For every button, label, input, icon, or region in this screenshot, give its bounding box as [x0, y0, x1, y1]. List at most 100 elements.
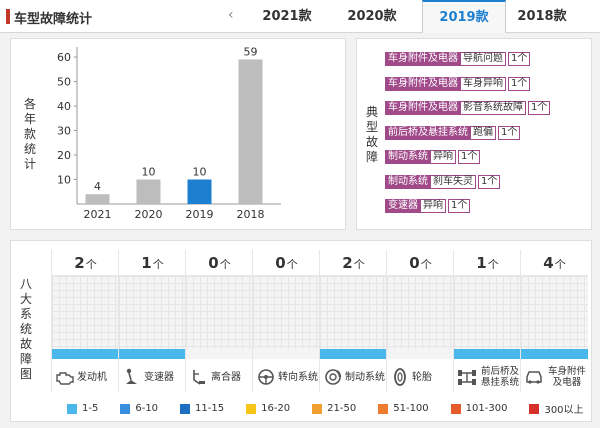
system-level-bar: [253, 349, 320, 359]
fault-item-tag: 跑偏: [471, 125, 496, 140]
system-level-bar: [320, 349, 387, 359]
legend-swatch: [246, 403, 257, 414]
legend-item: 300以上: [529, 401, 584, 416]
system-column[interactable]: 1个前后桥及悬挂系统: [453, 250, 521, 392]
legend-item: 51-100: [378, 403, 429, 414]
system-count: 1个: [454, 250, 521, 276]
header-bar: 车型故障统计 ‹ 2021款 2020款 2019款 2018款: [0, 0, 600, 33]
system-level-bar: [186, 349, 253, 359]
year-stats-panel: 各年款统计 10 20 30 40 50 60 4 2021 10 2020 10 2019 59 201…: [10, 38, 346, 230]
system-column[interactable]: 0个转向系统: [252, 250, 320, 392]
system-name: 转向系统: [278, 371, 318, 383]
legend-label: 11-15: [195, 403, 225, 414]
legend-item: 16-20: [246, 403, 290, 414]
legend-item: 1-5: [67, 403, 98, 414]
system-column[interactable]: 2个发动机: [51, 250, 119, 392]
legend-item: 101-300: [450, 403, 507, 414]
system-count-unit: 个: [152, 258, 164, 271]
system-count-unit: 个: [219, 258, 231, 271]
legend-label: 6-10: [135, 403, 159, 414]
system-name: 前后桥及悬挂系统: [480, 366, 519, 388]
system-count-value: 1: [476, 254, 487, 272]
system-column[interactable]: 4个 车身附件及电器: [520, 250, 588, 392]
tire-icon: [390, 367, 410, 387]
system-level-bar: [454, 349, 521, 359]
legend-item: 11-15: [180, 403, 224, 414]
fault-category-tag: 车身附件及电器: [385, 52, 461, 66]
system-label-row: 变速器: [119, 362, 186, 392]
car-body-icon: [524, 367, 544, 387]
fault-count-tag: 1个: [528, 101, 551, 115]
tab-2018[interactable]: 2018款: [517, 9, 567, 24]
legend-label: 1-5: [82, 403, 99, 414]
fault-category-tag: 制动系统: [385, 174, 431, 189]
system-count-unit: 个: [487, 258, 499, 271]
systems-panel: 八大系统故障图 2个 发动机 1个 变速器 0个 离合器 0个 转向系统 2个 制动系统 0个 轮胎 1…: [10, 240, 592, 422]
system-label-row: 前后桥及悬挂系统: [454, 362, 521, 392]
bar-value-label: 10: [142, 166, 156, 179]
system-label-row: 发动机: [52, 362, 119, 392]
legend-label: 300以上: [544, 405, 584, 416]
legend-label: 16-20: [261, 403, 291, 414]
bar-2021: [85, 194, 110, 204]
system-column[interactable]: 0个离合器: [185, 250, 253, 392]
system-grid-area: [253, 276, 320, 349]
fault-count-tag: 1个: [448, 199, 471, 213]
prev-arrow-button[interactable]: ‹: [228, 7, 234, 23]
fault-count-tag: 1个: [458, 150, 481, 164]
system-grid-area: [521, 276, 588, 349]
system-label-row: 离合器: [186, 362, 253, 392]
fault-category-tag: 前后桥及悬挂系统: [385, 125, 471, 140]
x-tick-label: 2019: [186, 208, 214, 221]
legend-swatch: [312, 403, 323, 414]
system-grid-area: [52, 276, 119, 349]
tab-2021[interactable]: 2021款: [262, 9, 312, 24]
tab-2019[interactable]: 2019款: [422, 0, 506, 33]
y-tick-label: 50: [57, 76, 71, 89]
system-count: 4个: [521, 250, 588, 276]
system-column[interactable]: 0个 轮胎: [386, 250, 454, 392]
fault-row[interactable]: 制动系统 刹车失灵 1个: [385, 174, 501, 189]
legend-swatch: [529, 403, 540, 414]
system-column[interactable]: 2个 制动系统: [319, 250, 387, 392]
bar-value-label: 4: [94, 180, 101, 193]
system-count-unit: 个: [353, 258, 365, 271]
system-column[interactable]: 1个变速器: [118, 250, 186, 392]
system-count-unit: 个: [554, 258, 566, 271]
legend-swatch: [67, 403, 77, 414]
system-name: 发动机: [77, 371, 107, 383]
legend-swatch: [450, 403, 461, 414]
fault-item-tag: 车身异响: [461, 76, 506, 91]
fault-row[interactable]: 前后桥及悬挂系统 跑偏 1个: [385, 125, 521, 140]
fault-row[interactable]: 制动系统 异响 1个: [385, 150, 481, 164]
tab-2020[interactable]: 2020款: [347, 9, 397, 24]
fault-row[interactable]: 变速器 异响 1个: [385, 199, 471, 213]
fault-row[interactable]: 车身附件及电器 车身异响 1个: [385, 76, 531, 91]
system-label-row: 轮胎: [387, 362, 454, 392]
system-level-bar: [521, 349, 588, 359]
legend-label: 51-100: [393, 403, 429, 414]
suspension-icon: [457, 367, 477, 387]
system-count-value: 0: [409, 254, 420, 272]
system-grid-area: [186, 276, 253, 349]
system-count-value: 1: [141, 254, 152, 272]
fault-category-tag: 车身附件及电器: [385, 101, 461, 115]
system-count: 0个: [253, 250, 320, 276]
engine-icon: [55, 367, 75, 387]
system-label-row: 转向系统: [253, 362, 320, 392]
bar-2019: [187, 179, 212, 204]
system-count-value: 0: [208, 254, 219, 272]
x-tick-label: 2018: [237, 208, 265, 221]
system-count-unit: 个: [85, 258, 97, 271]
system-name: 制动系统: [345, 371, 385, 383]
legend-swatch: [180, 403, 191, 414]
year-stats-label: 各年款统计: [23, 97, 36, 171]
fault-row[interactable]: 车身附件及电器 影音系统故障 1个: [385, 101, 551, 115]
fault-row[interactable]: 车身附件及电器 导航问题 1个: [385, 52, 531, 66]
fault-item-tag: 影音系统故障: [461, 101, 526, 115]
system-grid-area: [320, 276, 387, 349]
y-tick-label: 20: [57, 149, 71, 162]
legend-swatch: [120, 403, 131, 414]
system-count: 2个: [52, 250, 119, 276]
gear-shift-icon: [122, 367, 142, 387]
